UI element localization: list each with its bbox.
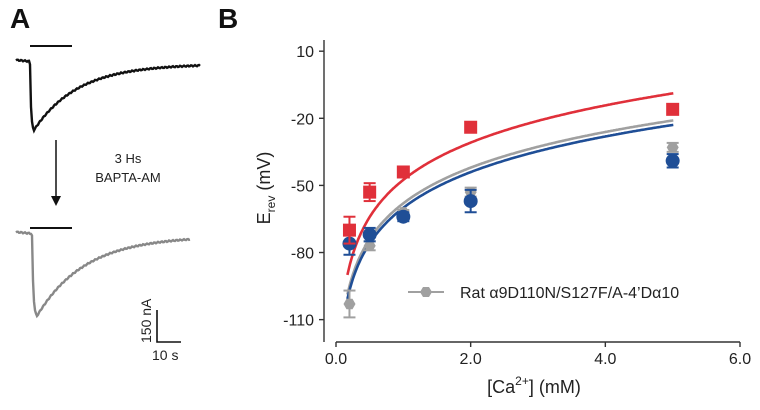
x-tick-label: 4.0 <box>594 351 616 368</box>
data-point <box>464 120 478 134</box>
y-tick-label: -50 <box>291 178 314 195</box>
x-ticks: 0.0 2.0 4.0 6.0 <box>325 342 751 368</box>
data-point <box>666 142 679 153</box>
panel-b-letter: B <box>218 3 238 34</box>
x-tick-label: 2.0 <box>460 351 482 368</box>
legend: Rat α9D110N/S127F/A-4’Dα10 <box>408 285 679 302</box>
annotation-duration: 3 Hs <box>115 151 142 166</box>
fit-curves <box>346 92 674 300</box>
data-point <box>396 165 410 179</box>
y-tick-label: -80 <box>291 246 314 263</box>
fit-curve <box>346 92 674 276</box>
annotation-treatment: BAPTA-AM <box>95 170 161 185</box>
data-point <box>363 185 377 199</box>
x-axis-label: [Ca2+] (mM) <box>487 374 581 397</box>
data-point <box>463 194 478 209</box>
fit-curve <box>346 119 674 295</box>
legend-label: Rat α9D110N/S127F/A-4’Dα10 <box>460 285 679 302</box>
data-point <box>363 240 376 251</box>
y-axis-label: Erev (mV) <box>254 152 278 225</box>
data-points <box>342 102 680 319</box>
y-ticks: 10 -20 -50 -80 -110 <box>283 44 324 330</box>
data-point <box>666 102 680 116</box>
control-current-trace <box>15 58 201 134</box>
y-tick-label: 10 <box>296 44 314 61</box>
chart-axes <box>323 40 740 343</box>
data-point <box>396 209 411 224</box>
scale-bar-x-label: 10 s <box>152 347 178 363</box>
scale-bar-y-label: 150 nA <box>138 298 154 343</box>
fit-curve <box>346 123 674 300</box>
x-tick-label: 6.0 <box>729 351 751 368</box>
x-tick-label: 0.0 <box>325 351 347 368</box>
y-tick-label: -110 <box>283 313 314 330</box>
legend-marker <box>420 287 432 297</box>
data-point <box>362 227 377 242</box>
data-point <box>665 153 680 168</box>
data-point <box>343 298 356 310</box>
y-tick-label: -20 <box>291 111 314 128</box>
panel-a-letter: A <box>10 3 30 34</box>
treated-current-trace <box>15 230 191 319</box>
data-point <box>342 223 356 237</box>
scale-bar <box>156 310 181 343</box>
arrow-down-icon <box>51 196 61 206</box>
